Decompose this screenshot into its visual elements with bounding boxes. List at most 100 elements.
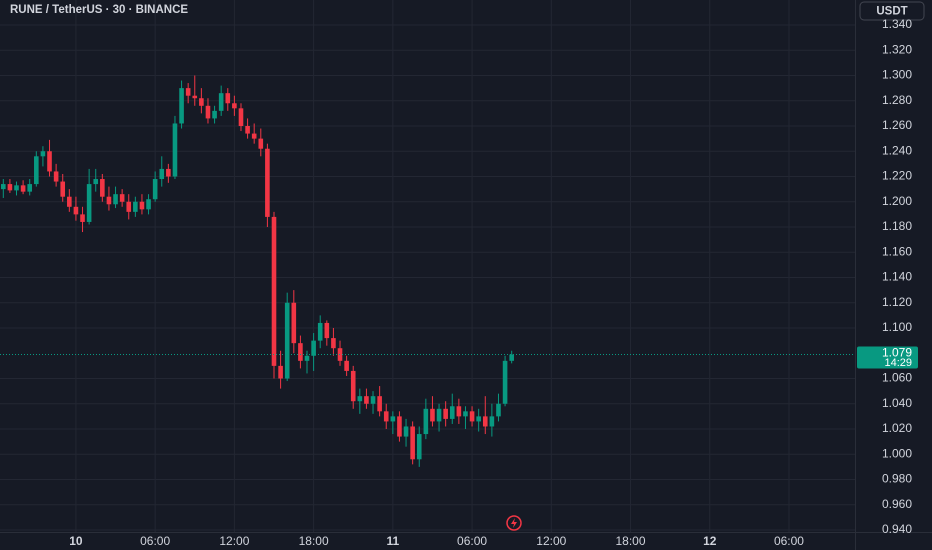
y-tick-label: 1.280 [882,93,912,107]
candle-body [139,201,145,210]
candle-body [423,408,429,435]
candle-body [383,411,389,422]
candle-body [251,133,257,139]
candle-body [119,194,125,202]
x-tick-label: 11 [386,534,399,548]
candles [1,75,514,467]
candle-body [482,416,488,427]
candle-body [298,343,303,361]
y-tick-label: 1.020 [882,421,912,435]
candle-body [93,179,99,185]
y-tick-label: 0.980 [882,472,912,486]
candle-body [469,411,475,422]
candle-body [27,184,33,192]
y-tick-label: 1.260 [882,118,912,132]
countdown-label: 14:29 [884,357,912,369]
candle-body [67,196,72,207]
chart-title: RUNE / TetherUS · 30 · BINANCE [10,4,188,16]
candle-body [278,365,283,379]
y-tick-label: 1.300 [882,68,912,82]
candle-body [456,406,462,417]
candle-body [218,93,224,111]
grid [0,0,855,532]
candle-body [146,199,151,210]
candle-body [166,168,171,177]
candle-body [416,434,422,460]
x-tick-label: 06:00 [774,534,804,548]
candle-body [106,196,112,205]
candle-body [311,340,316,356]
x-tick-label: 12:00 [536,534,566,548]
candle-body [449,406,455,419]
candle-body [317,322,323,341]
candle-body [284,302,290,379]
candle-body [47,151,52,172]
candle-body [232,103,237,109]
candle-body [430,408,435,422]
candle-body [410,426,415,460]
y-tick-label: 1.040 [882,396,912,410]
currency-label[interactable]: USDT [876,6,907,18]
candle-body [502,360,508,404]
currency-button[interactable] [859,1,925,21]
y-tick-label: 1.320 [882,42,912,56]
candle-body [199,98,204,106]
candle-body [126,201,132,212]
candle-body [53,171,59,182]
x-tick-label: 12:00 [219,534,249,548]
candle-body [185,88,191,96]
candle-body [179,88,184,124]
icon-bolt[interactable] [511,518,517,528]
y-tick-label: 1.120 [882,295,912,309]
candle-body [100,179,105,197]
candle-body [271,216,277,366]
candle-body [20,185,26,192]
candle-body [509,354,514,361]
candle-body [364,396,369,404]
x-tick-label: 06:00 [457,534,487,548]
x-tick-label: 18:00 [299,534,329,548]
candle-body [238,108,244,126]
candle-body [397,416,402,437]
candle-body [331,338,336,349]
y-tick-label: 0.940 [882,522,912,536]
candle-body [337,348,343,361]
x-tick-label: 10 [69,534,83,548]
candle-body [350,370,356,402]
candle-body [436,408,442,422]
candle-body [225,93,231,104]
candle-body [212,110,217,119]
y-tick-label: 1.140 [882,270,912,284]
candle-body [258,138,264,149]
candle-body [133,201,138,212]
candle-body [496,403,501,417]
candle-body [172,123,178,177]
y-tick-label: 1.200 [882,194,912,208]
candle-body [205,105,211,119]
y-tick-label: 1.100 [882,320,912,334]
candle-body [14,185,19,191]
y-tick-label: 1.220 [882,169,912,183]
candle-body [291,302,297,344]
icon-ring[interactable] [506,515,522,531]
x-tick-label: 06:00 [140,534,170,548]
candle-body [489,416,495,427]
candle-body [390,416,396,422]
candle-body [73,206,79,215]
candle-body [463,411,468,417]
last-price-label: 1.079 [882,346,912,360]
candle-body [80,214,85,222]
y-tick-label: 1.000 [882,446,912,460]
candle-body [7,184,13,191]
y-tick-label: 1.160 [882,244,912,258]
candle-body [1,184,6,190]
candle-body [403,426,409,437]
replay-icon[interactable] [506,515,522,531]
y-tick-label: 1.180 [882,219,912,233]
y-tick-label: 1.060 [882,371,912,385]
candle-body [245,126,250,134]
last-price-box [857,346,918,369]
x-tick-label: 18:00 [616,534,646,548]
candle-body [34,156,39,185]
